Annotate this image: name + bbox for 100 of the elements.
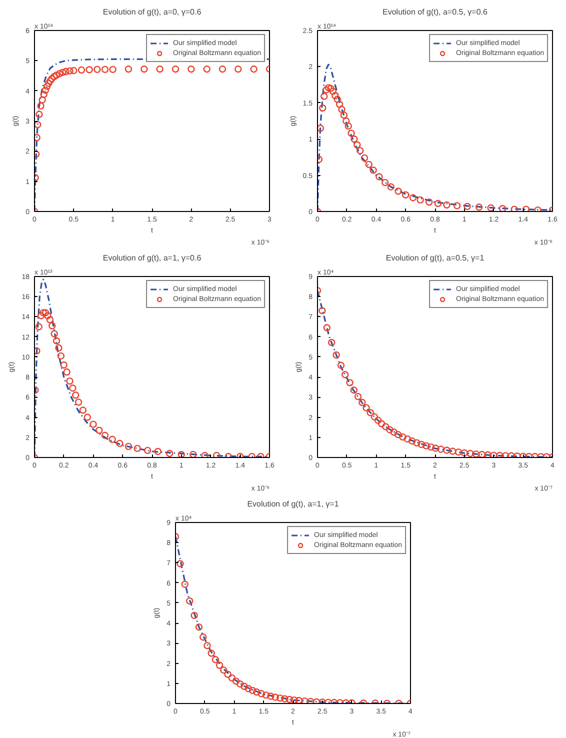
point — [203, 66, 210, 73]
point — [354, 392, 362, 400]
point — [178, 450, 185, 458]
point — [86, 66, 93, 74]
point — [496, 452, 504, 458]
point — [382, 423, 390, 430]
point — [475, 204, 483, 211]
point — [358, 398, 366, 406]
point — [109, 66, 116, 74]
point — [324, 84, 332, 92]
point — [244, 685, 252, 692]
point — [276, 694, 284, 702]
point — [378, 420, 386, 428]
point — [267, 692, 274, 700]
point — [394, 188, 402, 195]
point — [437, 446, 444, 453]
point — [322, 86, 330, 94]
point — [42, 309, 50, 316]
point — [204, 642, 211, 650]
point — [90, 420, 97, 428]
point — [224, 670, 232, 678]
point — [34, 121, 42, 128]
point — [250, 66, 258, 73]
chart-title: Evolution of g(t), a=0.5, γ=1 — [386, 254, 485, 262]
point — [188, 66, 195, 73]
point — [342, 117, 350, 125]
point — [404, 435, 411, 443]
point — [427, 443, 434, 451]
point — [340, 112, 348, 119]
point — [186, 597, 194, 605]
point — [323, 324, 330, 332]
point — [38, 96, 46, 104]
point — [390, 428, 398, 436]
point — [416, 196, 424, 204]
point — [350, 136, 358, 143]
point — [201, 452, 208, 458]
point — [365, 160, 373, 168]
point — [318, 307, 326, 314]
point — [344, 122, 352, 130]
point — [443, 201, 450, 209]
point — [208, 650, 215, 657]
point — [337, 362, 345, 369]
point — [46, 316, 54, 324]
point — [46, 77, 54, 84]
point — [432, 444, 440, 452]
point — [334, 96, 341, 103]
point — [38, 312, 45, 320]
point — [342, 371, 349, 378]
point — [42, 86, 50, 94]
point — [84, 414, 91, 421]
point — [484, 451, 492, 458]
point — [510, 206, 518, 212]
point — [190, 450, 197, 458]
point — [101, 432, 109, 439]
point — [228, 674, 236, 682]
point — [464, 202, 471, 210]
point — [57, 352, 65, 360]
point — [449, 448, 456, 455]
point — [408, 437, 416, 445]
point — [413, 439, 420, 446]
chart-title: Evolution of g(t), a=1, γ=1 — [247, 500, 340, 508]
point — [166, 450, 174, 458]
point — [366, 409, 374, 416]
point — [472, 450, 480, 458]
point — [116, 440, 124, 448]
point — [478, 450, 486, 458]
point — [48, 322, 56, 330]
point — [346, 379, 354, 386]
point — [60, 361, 68, 369]
point — [212, 656, 220, 664]
point — [172, 66, 180, 73]
point — [190, 612, 198, 620]
chart-title: Evolution of g(t), a=0, γ=0.6 — [102, 8, 202, 16]
point — [370, 166, 377, 174]
point — [434, 200, 442, 208]
point — [329, 88, 337, 95]
point — [394, 430, 402, 438]
point — [356, 147, 364, 154]
point — [59, 68, 66, 76]
point — [362, 404, 370, 412]
point — [52, 337, 60, 344]
point — [63, 368, 70, 376]
point — [487, 204, 494, 212]
point — [295, 696, 302, 704]
point — [258, 690, 265, 698]
point — [218, 66, 226, 73]
chart-title: Evolution of g(t), a=0.5, γ=0.6 — [382, 8, 488, 16]
point — [40, 309, 47, 316]
point — [381, 178, 389, 186]
point — [522, 206, 530, 212]
point — [195, 623, 203, 631]
point — [200, 634, 207, 641]
point — [490, 452, 498, 458]
point — [290, 696, 298, 704]
point — [399, 433, 406, 441]
point — [232, 678, 240, 685]
point — [134, 444, 141, 452]
point — [79, 406, 87, 414]
point — [124, 442, 132, 450]
point — [443, 446, 450, 454]
